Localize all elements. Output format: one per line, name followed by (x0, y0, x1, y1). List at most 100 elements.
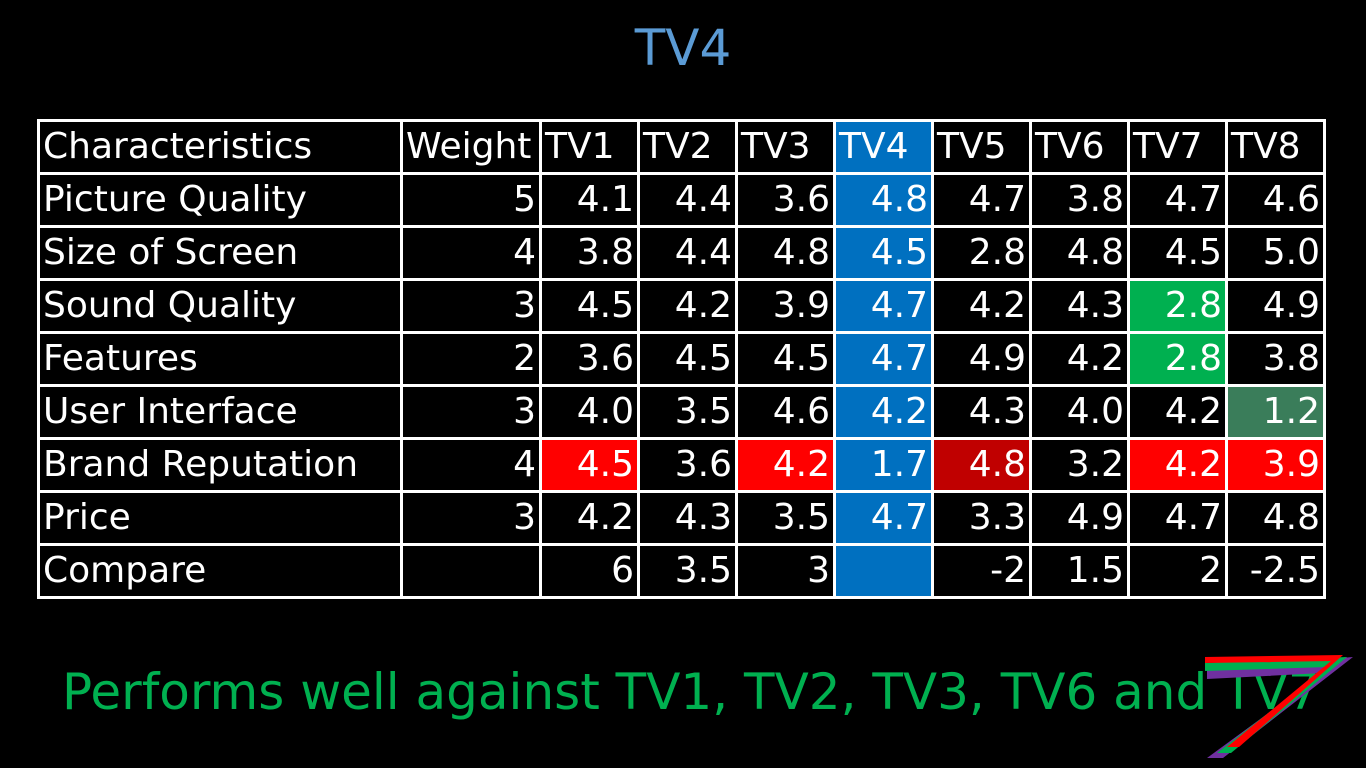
row-label: Sound Quality (37, 278, 403, 334)
score-cell: 3.5 (637, 543, 738, 599)
score-cell: 4.4 (637, 225, 738, 281)
score-cell: 4.5 (1127, 225, 1228, 281)
score-cell: 3.6 (735, 172, 836, 228)
row-label: Compare (37, 543, 403, 599)
header-tv4: TV4 (833, 119, 934, 175)
score-cell: 4.8 (1029, 225, 1130, 281)
score-cell: 2 (1127, 543, 1228, 599)
row-label: Size of Screen (37, 225, 403, 281)
score-cell: 4.2 (735, 437, 836, 493)
header-characteristics: Characteristics (37, 119, 403, 175)
table-row: Compare 6 3.5 3 -2 1.5 2 -2.5 (37, 543, 1326, 599)
score-cell: 4.3 (931, 384, 1032, 440)
row-label: Features (37, 331, 403, 387)
score-cell: 3.6 (637, 437, 738, 493)
score-cell: 5.0 (1225, 225, 1326, 281)
score-cell: 3.8 (1029, 172, 1130, 228)
row-weight: 2 (400, 331, 542, 387)
score-cell: 4.7 (833, 490, 934, 546)
header-weight: Weight (400, 119, 542, 175)
score-cell: 4.7 (833, 331, 934, 387)
score-cell: 3.6 (539, 331, 640, 387)
score-cell: 4.2 (637, 278, 738, 334)
score-cell: 4.7 (931, 172, 1032, 228)
score-cell: 1.2 (1225, 384, 1326, 440)
table-row: Picture Quality 5 4.1 4.4 3.6 4.8 4.7 3.8 4.7 4.6 (37, 172, 1326, 228)
score-cell: 6 (539, 543, 640, 599)
score-cell: 4.1 (539, 172, 640, 228)
row-weight: 3 (400, 278, 542, 334)
score-cell: 4.2 (931, 278, 1032, 334)
row-weight: 5 (400, 172, 542, 228)
score-cell: 3.3 (931, 490, 1032, 546)
table-row: Brand Reputation 4 4.5 3.6 4.2 1.7 4.8 3.2 4.2 3.… (37, 437, 1326, 493)
score-cell: -2 (931, 543, 1032, 599)
score-cell: 4.6 (1225, 172, 1326, 228)
score-cell: -2.5 (1225, 543, 1326, 599)
table-row: User Interface 3 4.0 3.5 4.6 4.2 4.3 4.0 4.2 1.2 (37, 384, 1326, 440)
score-cell: 4.3 (1029, 278, 1130, 334)
score-cell: 4.9 (1029, 490, 1130, 546)
row-weight: 4 (400, 225, 542, 281)
score-cell: 3.2 (1029, 437, 1130, 493)
score-cell: 3.8 (1225, 331, 1326, 387)
score-cell (833, 543, 934, 599)
score-cell: 4.5 (539, 437, 640, 493)
score-cell: 4.8 (833, 172, 934, 228)
score-cell: 3.5 (637, 384, 738, 440)
score-cell: 4.5 (833, 225, 934, 281)
score-cell: 4.4 (637, 172, 738, 228)
score-cell: 4.8 (931, 437, 1032, 493)
score-cell: 4.2 (539, 490, 640, 546)
score-cell: 3.5 (735, 490, 836, 546)
header-tv3: TV3 (735, 119, 836, 175)
table-row: Price 3 4.2 4.3 3.5 4.7 3.3 4.9 4.7 4.8 (37, 490, 1326, 546)
row-weight: 3 (400, 384, 542, 440)
header-tv7: TV7 (1127, 119, 1228, 175)
score-cell: 2.8 (931, 225, 1032, 281)
row-weight: 3 (400, 490, 542, 546)
score-cell: 4.2 (1127, 384, 1228, 440)
score-cell: 4.2 (1029, 331, 1130, 387)
stacked-chevron-logo-icon (1205, 655, 1353, 758)
score-cell: 4.0 (539, 384, 640, 440)
score-cell: 4.5 (539, 278, 640, 334)
score-cell: 4.8 (735, 225, 836, 281)
score-cell: 4.7 (1127, 490, 1228, 546)
score-cell: 4.6 (735, 384, 836, 440)
header-tv2: TV2 (637, 119, 738, 175)
header-tv8: TV8 (1225, 119, 1326, 175)
score-cell: 4.5 (735, 331, 836, 387)
header-tv5: TV5 (931, 119, 1032, 175)
row-label: Brand Reputation (37, 437, 403, 493)
row-label: User Interface (37, 384, 403, 440)
footer-summary: Performs well against TV1, TV2, TV3, TV6… (62, 663, 1320, 721)
row-label: Picture Quality (37, 172, 403, 228)
row-label: Price (37, 490, 403, 546)
score-cell: 4.2 (833, 384, 934, 440)
score-cell: 1.5 (1029, 543, 1130, 599)
score-cell: 4.3 (637, 490, 738, 546)
score-cell: 4.9 (931, 331, 1032, 387)
score-cell: 3.8 (539, 225, 640, 281)
table-header-row: Characteristics Weight TV1 TV2 TV3 TV4 TV5 TV6 T… (37, 119, 1326, 175)
score-cell: 4.7 (833, 278, 934, 334)
slide-title: TV4 (634, 19, 732, 77)
row-weight: 4 (400, 437, 542, 493)
header-tv6: TV6 (1029, 119, 1130, 175)
row-weight (400, 543, 542, 599)
score-cell: 3.9 (1225, 437, 1326, 493)
table-row: Size of Screen 4 3.8 4.4 4.8 4.5 2.8 4.8 4.5 5.0 (37, 225, 1326, 281)
score-cell: 2.8 (1127, 331, 1228, 387)
score-cell: 4.2 (1127, 437, 1228, 493)
score-cell: 2.8 (1127, 278, 1228, 334)
score-cell: 3 (735, 543, 836, 599)
table-row: Features 2 3.6 4.5 4.5 4.7 4.9 4.2 2.8 3.8 (37, 331, 1326, 387)
comparison-table: Characteristics Weight TV1 TV2 TV3 TV4 TV5 TV6 T… (37, 119, 1326, 599)
table-row: Sound Quality 3 4.5 4.2 3.9 4.7 4.2 4.3 2.8 4.9 (37, 278, 1326, 334)
score-cell: 4.9 (1225, 278, 1326, 334)
score-cell: 4.0 (1029, 384, 1130, 440)
score-cell: 4.7 (1127, 172, 1228, 228)
header-tv1: TV1 (539, 119, 640, 175)
score-cell: 1.7 (833, 437, 934, 493)
